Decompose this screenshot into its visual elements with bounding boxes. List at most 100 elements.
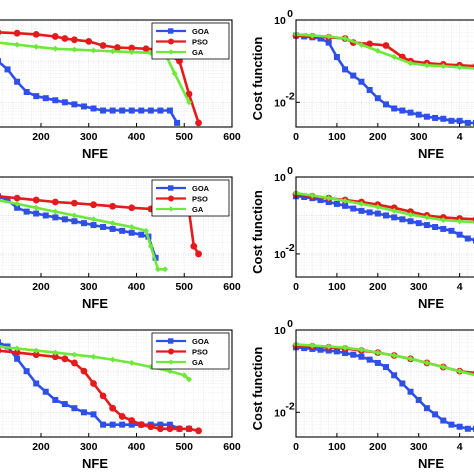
x-tick-label: 200 (32, 281, 50, 293)
data-point-goa (33, 93, 40, 100)
data-point-ga (358, 346, 365, 353)
data-point-ga (186, 376, 193, 383)
data-point-pso (185, 90, 193, 98)
x-tick-label: 4 (457, 131, 463, 143)
data-point-goa (128, 229, 135, 236)
data-point-goa (415, 111, 422, 118)
data-point-goa (440, 417, 447, 424)
data-point-ga (109, 48, 116, 55)
data-point-goa (14, 78, 21, 85)
legend-marker-ga (168, 49, 174, 55)
data-point-goa (423, 113, 430, 120)
data-point-goa (166, 107, 173, 114)
data-point-ga (128, 359, 135, 366)
data-point-ga (456, 218, 463, 225)
data-point-ga (109, 356, 116, 363)
data-point-pso (32, 31, 40, 38)
data-point-ga (90, 353, 97, 360)
data-point-ga (14, 41, 21, 48)
legend-marker-ga (168, 359, 174, 365)
series-line-goa (295, 346, 474, 431)
data-point-pso (166, 425, 174, 433)
x-tick-label: 400 (128, 441, 146, 453)
x-tick-label: 300 (80, 131, 98, 143)
data-point-ga (374, 204, 381, 210)
legend-label-pso: PSO (192, 38, 208, 47)
data-point-ga (33, 43, 40, 50)
data-point-goa (366, 209, 373, 216)
data-point-goa (423, 222, 430, 229)
data-point-goa (325, 199, 332, 205)
data-point-ga (128, 49, 135, 56)
data-point-ga (109, 220, 116, 227)
data-point-goa (399, 380, 406, 387)
legend-label-pso: PSO (192, 348, 208, 357)
data-point-pso (13, 349, 21, 357)
data-point-goa (448, 421, 455, 428)
data-point-goa (391, 372, 398, 379)
data-point-ga (374, 47, 381, 54)
data-point-ga (456, 368, 463, 375)
data-point-goa (33, 210, 40, 217)
data-point-pso (147, 423, 155, 431)
data-point-goa (350, 72, 357, 79)
data-point-goa (14, 204, 21, 211)
x-tick-label: 300 (410, 281, 428, 293)
data-point-goa (52, 214, 59, 221)
legend-marker-pso (168, 195, 174, 202)
data-point-goa (4, 197, 11, 204)
x-tick-label: 300 (410, 441, 428, 453)
y-tick-exponent: -2 (285, 400, 294, 412)
data-point-ga (90, 216, 97, 223)
data-point-goa (391, 214, 398, 221)
data-point-goa (383, 212, 389, 219)
x-tick-label: 0 (293, 131, 299, 143)
data-point-ga (71, 351, 78, 358)
data-point-goa (109, 107, 116, 114)
data-point-goa (432, 411, 439, 418)
data-point-pso (128, 44, 136, 52)
plot-frame (0, 19, 233, 128)
data-point-goa (109, 225, 116, 232)
data-point-goa (52, 396, 59, 403)
data-point-ga (358, 41, 365, 48)
data-point-goa (138, 107, 145, 114)
data-point-goa (33, 380, 40, 387)
y-axis-label: Cost function (250, 190, 265, 274)
data-point-goa (42, 388, 49, 395)
x-tick-label: 500 (175, 281, 193, 293)
data-point-goa (90, 105, 97, 112)
data-point-goa (42, 212, 49, 219)
data-point-ga (0, 199, 1, 202)
data-point-goa (366, 86, 373, 93)
x-tick-label: 600 (223, 441, 241, 453)
y-axis-label: Cost function (250, 347, 265, 431)
data-point-pso (137, 421, 145, 429)
data-point-pso (80, 367, 88, 375)
data-point-goa (317, 35, 324, 42)
data-point-ga (325, 33, 332, 40)
data-point-pso (366, 40, 374, 48)
data-point-goa (80, 409, 87, 416)
x-tick-label: 200 (369, 131, 387, 143)
data-point-goa (383, 101, 389, 108)
y-tick-exponent: -2 (285, 90, 294, 102)
data-point-goa (301, 345, 308, 352)
legend-label-goa: GOA (192, 337, 210, 346)
data-point-goa (333, 348, 340, 355)
data-point-goa (317, 346, 324, 353)
data-point-ga (52, 45, 59, 52)
legend-marker-ga (168, 206, 174, 212)
x-tick-label: 100 (328, 441, 346, 453)
legend-marker-pso (168, 38, 174, 45)
data-point-goa (415, 396, 422, 403)
data-point-goa (90, 411, 97, 418)
data-point-goa (61, 216, 68, 223)
y-tick-label: 10 (274, 249, 286, 261)
data-point-goa (80, 103, 87, 110)
y-tick-exponent: 0 (287, 165, 293, 177)
plot-frame (295, 176, 474, 278)
data-point-pso (382, 42, 390, 49)
data-point-pso (190, 242, 198, 250)
